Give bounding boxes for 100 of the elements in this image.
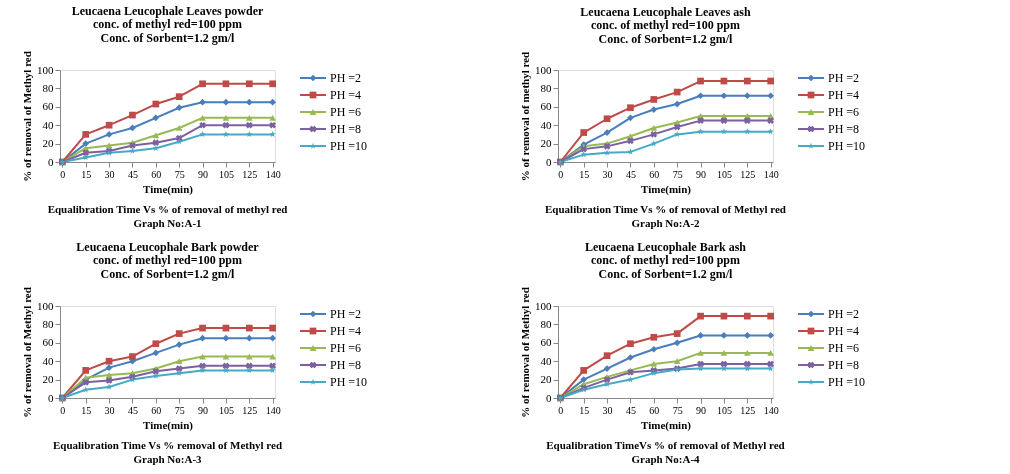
x-tick-label: 75 (174, 168, 185, 180)
x-tick-label: 30 (104, 168, 115, 180)
legend-label: PH =2 (330, 71, 362, 85)
x-tick-label: 105 (218, 404, 234, 416)
x-tick-label: 0 (558, 404, 564, 416)
x-tick-label: 0 (558, 168, 564, 180)
x-tick-label: 15 (579, 168, 590, 180)
legend-label: PH =2 (828, 307, 860, 321)
y-tick-label: 40 (42, 354, 54, 367)
y-tick-label: 40 (540, 354, 552, 367)
y-tick-label: 0 (546, 391, 552, 404)
legend-label: PH =8 (330, 358, 362, 372)
y-tick-label: 0 (48, 155, 54, 168)
y-tick-label: 80 (42, 81, 54, 94)
x-tick-label: 75 (672, 404, 683, 416)
y-tick-label: 60 (540, 100, 552, 113)
legend-label: PH =8 (828, 122, 860, 136)
legend-label: PH =10 (330, 139, 368, 153)
x-tick-label: 45 (127, 168, 138, 180)
x-tick-label: 140 (763, 404, 779, 416)
x-tick-label: 140 (265, 404, 281, 416)
x-tick-label: 60 (649, 404, 660, 416)
x-tick-label: 125 (242, 404, 258, 416)
x-tick-label: 90 (198, 168, 209, 180)
text: Equalibration Time Vs % removal of Methyl red (52, 439, 283, 451)
x-tick-label: 15 (81, 404, 92, 416)
y-axis-title: % of removal of methyl red (519, 51, 531, 182)
text: Equalibration Time Vs % of removal of methyl red (47, 203, 288, 215)
x-tick-label: 90 (696, 404, 707, 416)
legend-label: PH =6 (828, 341, 860, 355)
y-axis-title: % of removal of Methyl red (519, 287, 531, 418)
y-tick-label: 0 (546, 155, 552, 168)
x-tick-label: 75 (174, 404, 185, 416)
legend-label: PH =10 (828, 375, 866, 389)
x-tick-label: 60 (649, 168, 660, 180)
y-tick-label: 100 (535, 299, 552, 312)
text: Graph No:A-1 (133, 217, 202, 229)
y-tick-label: 0 (48, 391, 54, 404)
y-tick-label: 80 (42, 317, 54, 330)
x-tick-label: 45 (625, 404, 636, 416)
legend-label: PH =10 (330, 375, 368, 389)
x-tick-label: 75 (672, 168, 683, 180)
text: Equalibration Time Vs % of removal of Methyl red (545, 203, 786, 215)
legend-label: PH =10 (828, 139, 866, 153)
y-tick-label: 100 (37, 299, 54, 312)
x-tick-label: 30 (602, 404, 613, 416)
text: Graph No:A-4 (631, 453, 701, 465)
x-tick-label: 125 (740, 404, 756, 416)
legend-label: PH =4 (828, 324, 860, 338)
x-tick-label: 45 (127, 404, 138, 416)
legend-label: PH =8 (330, 122, 362, 136)
y-tick-label: 100 (535, 63, 552, 76)
x-axis-title: Time(min) (143, 418, 194, 432)
x-tick-label: 60 (151, 404, 162, 416)
text: Graph No:A-2 (631, 217, 701, 229)
x-tick-label: 140 (763, 168, 779, 180)
x-tick-label: 90 (198, 404, 209, 416)
y-axis-title: % of removal of Methyl red (21, 287, 33, 418)
y-tick-label: 80 (540, 317, 552, 330)
x-tick-label: 15 (579, 404, 590, 416)
x-tick-label: 105 (716, 404, 732, 416)
text: Graph No:A-3 (133, 453, 203, 465)
x-tick-label: 15 (81, 168, 92, 180)
y-tick-label: 60 (42, 100, 54, 113)
chart-title: Leucaena Leucophale Leaves powder (71, 4, 264, 19)
chart-title: Leucaena Leucophale Leaves ash (580, 4, 751, 19)
legend-label: PH =4 (330, 324, 362, 338)
x-tick-label: 105 (218, 168, 234, 180)
y-tick-label: 20 (42, 137, 54, 150)
y-tick-label: 100 (37, 63, 54, 76)
x-tick-label: 30 (104, 404, 115, 416)
legend-label: PH =4 (330, 88, 362, 102)
chart-title: Leucaena Leucophale Bark ash (584, 240, 747, 255)
y-tick-label: 80 (540, 81, 552, 94)
y-tick-label: 40 (540, 118, 552, 131)
chart-subtitle: conc. of methyl red=100 ppm Conc. of Sorbent=1.2 gm/l (591, 253, 740, 282)
y-tick-label: 20 (540, 137, 552, 150)
legend-label: PH =6 (330, 105, 362, 119)
legend-label: PH =4 (828, 88, 860, 102)
y-tick-label: 20 (540, 373, 552, 386)
x-tick-label: 0 (60, 404, 66, 416)
y-axis-title: % of removal of Methyl red (21, 51, 33, 182)
x-axis-title: Time(min) (641, 418, 692, 432)
chart-title: Leucaena Leucophale Bark powder (76, 240, 260, 255)
y-tick-label: 60 (42, 336, 54, 349)
x-tick-label: 60 (151, 168, 162, 180)
x-tick-label: 140 (265, 168, 281, 180)
legend-label: PH =6 (330, 341, 362, 355)
x-tick-label: 125 (740, 168, 756, 180)
text: Equalibration TimeVs % of removal of Methyl red (546, 439, 785, 451)
x-tick-label: 90 (696, 168, 707, 180)
x-tick-label: 0 (60, 168, 66, 180)
legend-label: PH =2 (330, 307, 362, 321)
legend-label: PH =6 (828, 105, 860, 119)
y-tick-label: 40 (42, 118, 54, 131)
x-tick-label: 105 (716, 168, 732, 180)
x-tick-label: 125 (242, 168, 258, 180)
x-tick-label: 30 (602, 168, 613, 180)
legend-label: PH =2 (828, 71, 860, 85)
y-tick-label: 20 (42, 373, 54, 386)
